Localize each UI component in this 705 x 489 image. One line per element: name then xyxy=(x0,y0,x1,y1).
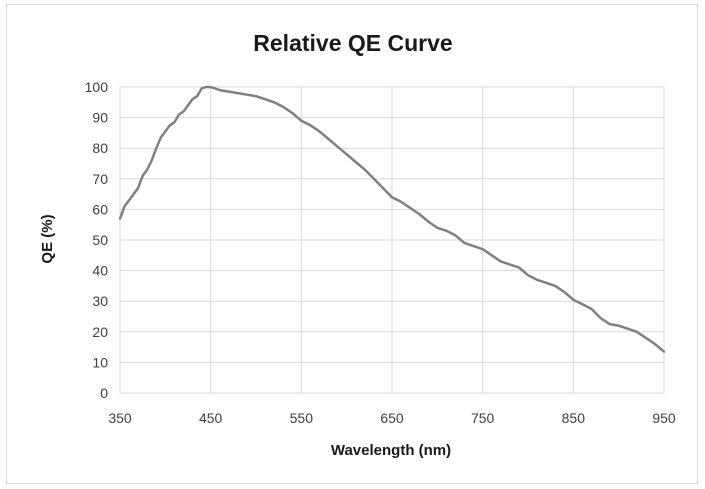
x-tick-label: 950 xyxy=(652,410,676,426)
y-tick-label: 40 xyxy=(92,263,108,279)
y-tick-label: 60 xyxy=(92,201,108,217)
y-tick-label: 10 xyxy=(92,354,108,370)
y-tick-label: 50 xyxy=(92,232,108,248)
x-axis-label: Wavelength (nm) xyxy=(331,442,451,459)
x-tick-label: 750 xyxy=(471,410,495,426)
x-tick-label: 850 xyxy=(562,410,586,426)
y-tick-label: 90 xyxy=(92,110,108,126)
chart-frame xyxy=(6,4,698,484)
y-tick-label: 30 xyxy=(92,293,108,309)
series-line-relative-qe xyxy=(118,85,666,353)
x-tick-labels: 350 450 550 650 750 850 950 xyxy=(108,410,676,426)
data-series xyxy=(118,85,666,353)
x-tick-label: 550 xyxy=(290,410,314,426)
chart-title: Relative QE Curve xyxy=(253,30,452,56)
y-tick-label: 70 xyxy=(92,171,108,187)
x-tick-label: 350 xyxy=(108,410,132,426)
y-tick-label: 0 xyxy=(100,385,108,401)
y-axis-label: QE (%) xyxy=(39,214,56,263)
x-tick-label: 450 xyxy=(199,410,223,426)
y-tick-label: 100 xyxy=(85,79,109,95)
y-tick-label: 20 xyxy=(92,324,108,340)
y-tick-label: 80 xyxy=(92,140,108,156)
x-tick-label: 650 xyxy=(380,410,404,426)
grid xyxy=(119,86,665,394)
y-tick-labels: 0 10 20 30 40 50 60 70 80 90 100 xyxy=(85,79,109,401)
